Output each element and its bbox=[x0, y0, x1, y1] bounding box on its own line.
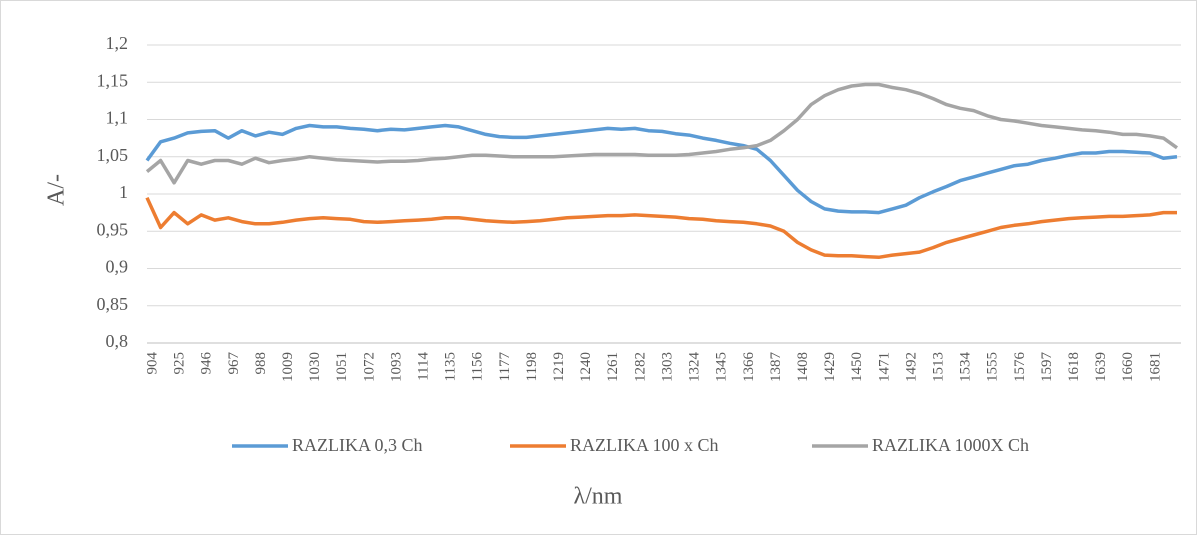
x-tick-label: 904 bbox=[144, 352, 160, 375]
x-tick-label: 967 bbox=[226, 352, 242, 375]
x-tick-label: 1051 bbox=[334, 352, 350, 382]
y-tick-label: 0,9 bbox=[106, 257, 129, 277]
legend-label: RAZLIKA 0,3 Ch bbox=[292, 435, 423, 455]
x-tick-label: 1261 bbox=[605, 352, 621, 382]
x-tick-label: 1093 bbox=[388, 352, 404, 382]
y-tick-label: 0,8 bbox=[106, 331, 129, 351]
x-axis-title: λ/nm bbox=[574, 484, 623, 510]
y-tick-label: 1,15 bbox=[97, 70, 129, 90]
x-tick-label: 1324 bbox=[687, 352, 703, 383]
x-tick-label: 925 bbox=[172, 352, 188, 375]
x-tick-label: 1534 bbox=[958, 352, 974, 383]
x-tick-label: 1408 bbox=[795, 352, 811, 382]
y-tick-label: 0,85 bbox=[97, 294, 129, 314]
y-tick-label: 1,05 bbox=[97, 145, 129, 165]
x-tick-label: 1198 bbox=[524, 352, 540, 381]
x-tick-label: 1072 bbox=[361, 352, 377, 382]
x-tick-label: 1240 bbox=[578, 352, 594, 382]
x-tick-label: 1387 bbox=[768, 352, 784, 383]
legend-label: RAZLIKA 1000X Ch bbox=[872, 435, 1029, 455]
x-tick-label: 1618 bbox=[1066, 352, 1082, 382]
x-tick-label: 1345 bbox=[714, 352, 730, 382]
x-tick-label: 1177 bbox=[497, 352, 513, 382]
x-tick-label: 1471 bbox=[876, 352, 892, 382]
y-tick-label: 1,2 bbox=[106, 33, 129, 53]
x-tick-label: 1303 bbox=[659, 352, 675, 382]
x-tick-label: 1366 bbox=[741, 352, 757, 383]
x-tick-label: 1492 bbox=[903, 352, 919, 382]
y-tick-label: 0,95 bbox=[97, 219, 129, 239]
y-tick-label: 1 bbox=[119, 182, 128, 202]
x-tick-label: 1681 bbox=[1147, 352, 1163, 382]
x-tick-label: 1450 bbox=[849, 352, 865, 382]
x-tick-label: 1429 bbox=[822, 352, 838, 382]
x-tick-label: 1009 bbox=[280, 352, 296, 382]
x-tick-label: 1576 bbox=[1012, 352, 1028, 383]
x-tick-label: 946 bbox=[199, 352, 215, 375]
x-tick-label: 1660 bbox=[1120, 352, 1136, 382]
x-tick-label: 1030 bbox=[307, 352, 323, 382]
x-tick-label: 1114 bbox=[415, 352, 431, 381]
x-tick-label: 1219 bbox=[551, 352, 567, 382]
x-tick-label: 1597 bbox=[1039, 352, 1055, 383]
x-tick-label: 1156 bbox=[470, 352, 486, 382]
x-tick-label: 988 bbox=[253, 352, 269, 375]
x-tick-label: 1639 bbox=[1093, 352, 1109, 382]
series-line bbox=[145, 82, 1179, 185]
series-line bbox=[145, 196, 1177, 260]
legend-label: RAZLIKA 100 x Ch bbox=[570, 435, 719, 455]
x-tick-label: 1282 bbox=[632, 352, 648, 382]
x-tick-label: 1135 bbox=[443, 352, 459, 381]
x-tick-label: 1513 bbox=[930, 352, 946, 382]
y-tick-label: 1,1 bbox=[106, 108, 129, 128]
series-line bbox=[145, 123, 1178, 215]
y-axis-title: A/- bbox=[44, 174, 70, 206]
x-tick-label: 1555 bbox=[985, 352, 1001, 382]
